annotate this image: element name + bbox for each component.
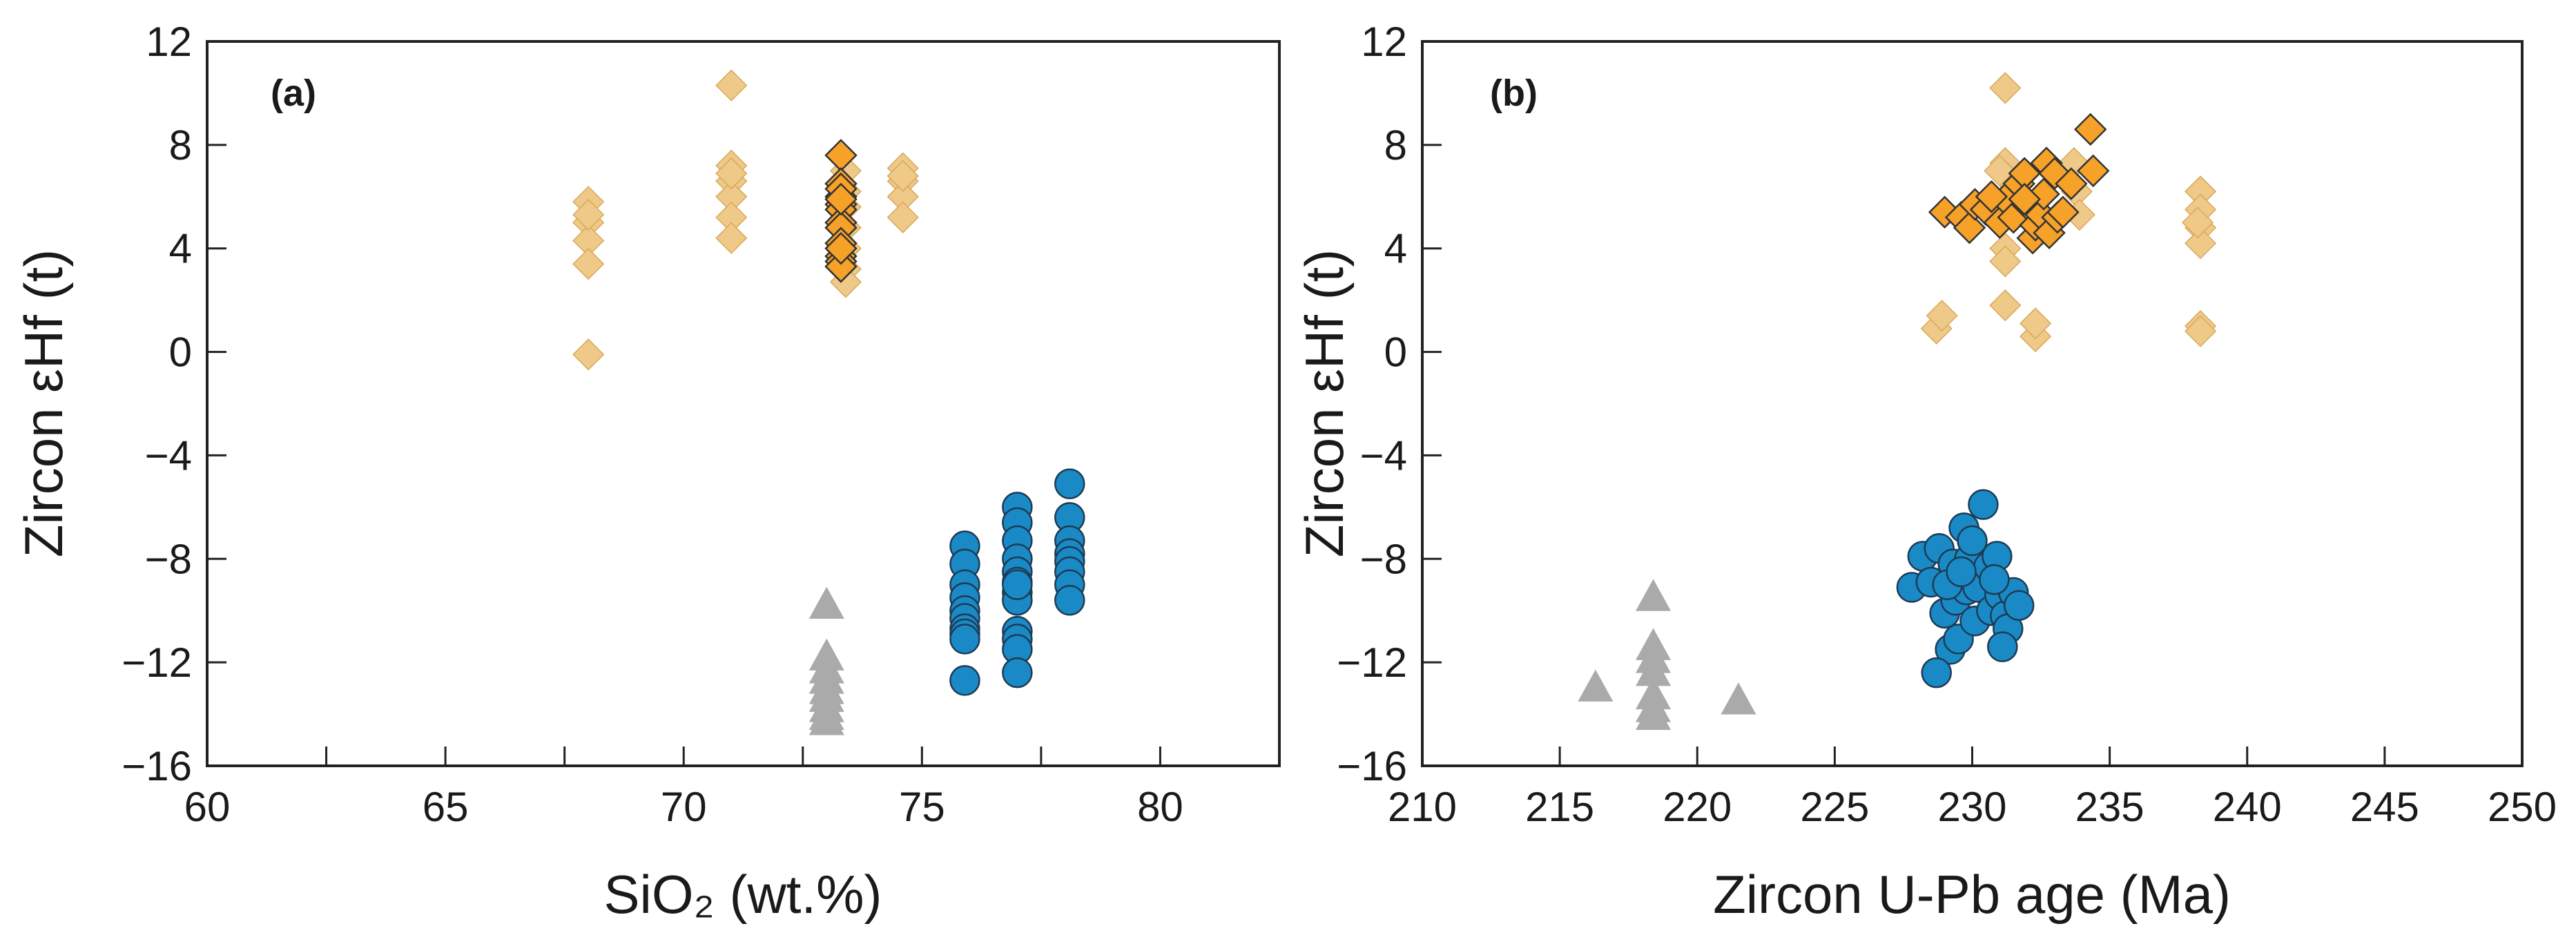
x-tick-labels-a: 60 65 70 75 80	[184, 784, 1183, 830]
grey-triangle-point	[1635, 697, 1672, 731]
y-tick-label: −16	[122, 743, 192, 789]
orange-diamond-point	[2076, 154, 2110, 188]
x-tick-marks-b	[1421, 746, 2524, 766]
grey-triangle-point	[808, 586, 844, 619]
data-points-a	[572, 69, 1085, 735]
blue-circle-point	[1921, 657, 1952, 688]
light-diamond-point	[1989, 72, 2022, 104]
x-tick-labels-b: 210 215 220 225 230 235 240 245 250	[1388, 784, 2557, 830]
x-tick-label: 245	[2350, 784, 2419, 830]
x-tick-label: 215	[1525, 784, 1594, 830]
orange-diamond-point	[824, 250, 858, 283]
orange-diamond-point	[824, 182, 858, 216]
panel-label-b: (b)	[1490, 73, 1538, 114]
y-tick-label: −16	[1337, 743, 1407, 789]
light-diamond-point	[1984, 155, 2016, 187]
panel-a: (a) 60 65 70 75 80 12 8 4 0 −4 −8 −12 −16 SiO₂ (wt.…	[13, 19, 1281, 925]
grey-triangle-point	[1721, 682, 1756, 715]
grey-triangle-point	[1635, 579, 1672, 611]
x-tick-label: 250	[2488, 784, 2557, 830]
blue-circle-point	[1002, 569, 1033, 600]
light-diamond-point	[1989, 289, 2022, 322]
panel-label-a: (a)	[271, 73, 316, 114]
x-tick-label: 225	[1800, 784, 1869, 830]
x-tick-label: 80	[1137, 784, 1183, 830]
x-tick-label: 235	[2075, 784, 2144, 830]
y-tick-marks-b	[1422, 40, 1442, 767]
x-tick-marks-a	[206, 746, 1161, 766]
data-points-b	[1578, 72, 2217, 731]
blue-circle-point	[1957, 525, 1988, 557]
y-tick-label: −8	[1360, 536, 1407, 582]
blue-circle-point	[1987, 631, 2018, 662]
x-tick-label: 210	[1388, 784, 1457, 830]
light-diamond-point	[887, 160, 919, 192]
blue-circle-point	[2003, 590, 2035, 621]
blue-circle-point	[949, 665, 980, 696]
light-diamond-point	[572, 248, 605, 280]
panel-b: (b) 210 215 220 225 230 235 240 245 250 12 8 4 0 −4 −…	[1294, 19, 2557, 925]
y-tick-marks-a	[207, 40, 226, 767]
y-tick-label: 4	[169, 226, 192, 272]
blue-circle-point	[1002, 657, 1033, 688]
light-diamond-point	[2184, 227, 2217, 260]
y-tick-label: −4	[1360, 432, 1407, 479]
x-axis-title-a: SiO₂ (wt.%)	[604, 864, 882, 925]
x-axis-title-b: Zircon U-Pb age (Ma)	[1713, 864, 2231, 925]
x-tick-label: 230	[1937, 784, 2006, 830]
orange-diamond-point	[2008, 182, 2041, 216]
y-tick-label: 0	[169, 329, 192, 376]
blue-circle-point	[1946, 556, 1977, 588]
y-tick-label: −8	[145, 536, 192, 582]
blue-circle-point	[1979, 564, 2010, 595]
y-tick-label: −4	[145, 432, 192, 479]
y-tick-labels-a: 12 8 4 0 −4 −8 −12 −16	[122, 19, 192, 789]
plot-frame-a	[206, 40, 1281, 767]
y-tick-label: 8	[169, 122, 192, 168]
blue-circle-point	[1054, 468, 1085, 499]
light-diamond-point	[572, 198, 605, 231]
y-axis-title-a: Zircon εHf (t)	[13, 249, 74, 557]
blue-circle-point	[949, 624, 980, 655]
light-diamond-point	[715, 222, 748, 254]
grey-triangle-point	[808, 703, 844, 735]
orange-diamond-point	[2055, 167, 2088, 200]
blue-circle-point	[1054, 584, 1085, 616]
x-tick-label: 70	[661, 784, 707, 830]
x-tick-label: 75	[899, 784, 945, 830]
blue-circle-point	[1968, 489, 1999, 520]
y-tick-labels-b: 12 8 4 0 −4 −8 −12 −16	[1337, 19, 1407, 789]
y-tick-label: 4	[1384, 226, 1407, 272]
orange-diamond-point	[824, 231, 858, 265]
light-diamond-point	[572, 338, 605, 371]
y-axis-title-b: Zircon εHf (t)	[1294, 249, 1355, 557]
light-diamond-point	[2020, 307, 2052, 340]
y-tick-label: 8	[1384, 122, 1407, 168]
light-diamond-point	[2184, 315, 2217, 347]
orange-diamond-point	[2038, 157, 2071, 190]
light-diamond-point	[1989, 245, 2022, 278]
x-tick-label: 240	[2213, 784, 2282, 830]
y-tick-label: 12	[1361, 19, 1407, 65]
orange-diamond-point	[2073, 113, 2107, 146]
light-diamond-point	[887, 201, 919, 233]
light-diamond-point	[715, 69, 748, 102]
orange-diamond-point	[1975, 180, 2008, 213]
plot-frame-b	[1421, 40, 2524, 767]
x-tick-label: 65	[423, 784, 469, 830]
x-tick-label: 60	[184, 784, 231, 830]
orange-diamond-point	[1953, 211, 1986, 244]
light-diamond-point	[2182, 206, 2214, 239]
orange-diamond-point	[2046, 195, 2080, 229]
grey-triangle-point	[1578, 669, 1614, 702]
light-diamond-point	[715, 157, 748, 190]
x-tick-label: 220	[1663, 784, 1732, 830]
y-tick-label: −12	[1337, 639, 1407, 686]
light-diamond-point	[1926, 300, 1958, 332]
y-tick-label: 12	[146, 19, 192, 65]
y-tick-label: −12	[122, 639, 192, 686]
y-tick-label: 0	[1384, 329, 1407, 376]
